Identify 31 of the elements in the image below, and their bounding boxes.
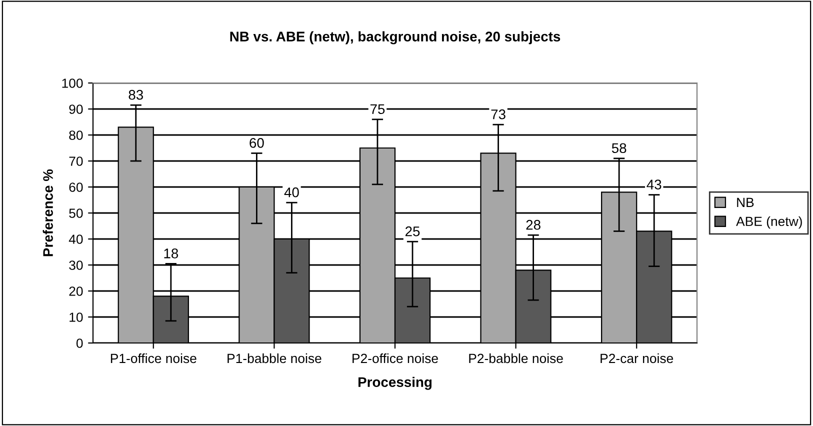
y-tick-label: 60 bbox=[69, 182, 83, 192]
chart-title: NB vs. ABE (netw), background noise, 20 subjects bbox=[230, 31, 560, 44]
y-axis-title: Preference % bbox=[42, 169, 53, 256]
x-tick-label: P2-babble noise bbox=[469, 353, 563, 364]
y-tick-label: 20 bbox=[69, 286, 83, 296]
data-label: 83 bbox=[128, 90, 143, 100]
data-label: 40 bbox=[284, 187, 299, 198]
y-tick-label: 90 bbox=[69, 104, 83, 114]
y-tick-label: 0 bbox=[76, 338, 83, 348]
legend-label: NB bbox=[737, 198, 754, 207]
x-tick-label: P1-babble noise bbox=[228, 353, 322, 364]
x-axis-title: Processing bbox=[358, 376, 432, 390]
data-label: 60 bbox=[250, 138, 264, 148]
y-tick-label: 30 bbox=[69, 260, 83, 270]
data-label: 75 bbox=[370, 104, 385, 114]
data-label: 58 bbox=[612, 143, 626, 154]
data-label: 18 bbox=[164, 248, 178, 258]
y-tick-label: 50 bbox=[69, 208, 83, 218]
x-tick-label: P1-office noise bbox=[110, 353, 196, 364]
data-label: 28 bbox=[526, 220, 540, 230]
y-tick-label: 40 bbox=[68, 234, 83, 244]
data-label: 73 bbox=[491, 109, 506, 120]
x-tick-label: P2-car noise bbox=[600, 353, 674, 364]
x-tick-label: P2-office noise bbox=[352, 353, 438, 364]
y-tick-label: 10 bbox=[70, 312, 83, 322]
y-tick-label: 100 bbox=[62, 78, 83, 88]
y-tick-label: 80 bbox=[69, 130, 83, 140]
data-label: 25 bbox=[405, 226, 420, 236]
y-tick-label: 70 bbox=[69, 156, 83, 166]
data-label: 43 bbox=[646, 180, 662, 190]
legend-label: ABE (netw) bbox=[736, 216, 802, 229]
